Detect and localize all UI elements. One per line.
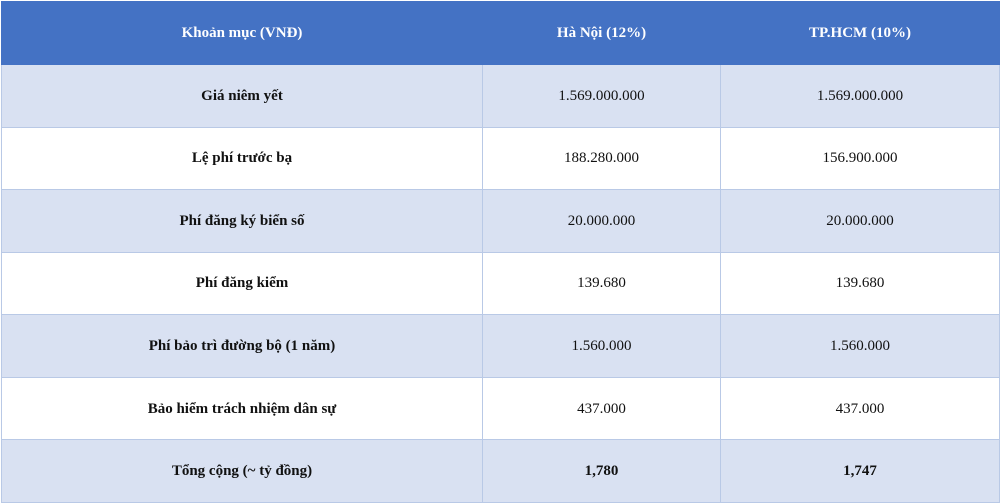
cell-hcm: 1.569.000.000 xyxy=(720,64,1000,128)
cell-hanoi: 139.680 xyxy=(482,251,721,316)
table-row: Giá niêm yết 1.569.000.000 1.569.000.000 xyxy=(1,64,1000,128)
cell-hcm: 156.900.000 xyxy=(720,126,1000,191)
cell-hanoi: 1.569.000.000 xyxy=(482,64,721,128)
total-label: Tổng cộng (~ tỷ đồng) xyxy=(1,439,483,503)
cell-hcm: 437.000 xyxy=(720,376,1000,441)
header-hanoi: Hà Nội (12%) xyxy=(482,1,721,65)
cell-hcm: 139.680 xyxy=(720,251,1000,316)
cell-hcm: 1.560.000 xyxy=(720,314,1000,378)
cell-hanoi: 188.280.000 xyxy=(482,126,721,191)
total-hanoi: 1,780 xyxy=(482,439,721,503)
cell-hcm: 20.000.000 xyxy=(720,189,1000,253)
cell-hanoi: 1.560.000 xyxy=(482,314,721,378)
header-hcm: TP.HCM (10%) xyxy=(720,1,1000,65)
table-row: Lệ phí trước bạ 188.280.000 156.900.000 xyxy=(1,126,1000,191)
row-label: Lệ phí trước bạ xyxy=(1,126,483,191)
cell-hanoi: 437.000 xyxy=(482,376,721,441)
row-label: Phí đăng ký biển số xyxy=(1,189,483,253)
row-label: Phí đăng kiểm xyxy=(1,251,483,316)
table-row: Phí bảo trì đường bộ (1 năm) 1.560.000 1… xyxy=(1,314,1000,378)
header-item: Khoản mục (VNĐ) xyxy=(1,1,483,65)
cell-hanoi: 20.000.000 xyxy=(482,189,721,253)
row-label: Bảo hiểm trách nhiệm dân sự xyxy=(1,376,483,441)
table-row: Phí đăng ký biển số 20.000.000 20.000.00… xyxy=(1,189,1000,253)
table-header-row: Khoản mục (VNĐ) Hà Nội (12%) TP.HCM (10%… xyxy=(1,1,1000,65)
table-row: Phí đăng kiểm 139.680 139.680 xyxy=(1,251,1000,316)
table-row: Bảo hiểm trách nhiệm dân sự 437.000 437.… xyxy=(1,376,1000,441)
total-row: Tổng cộng (~ tỷ đồng) 1,780 1,747 xyxy=(1,439,1000,503)
total-hcm: 1,747 xyxy=(720,439,1000,503)
row-label: Giá niêm yết xyxy=(1,64,483,128)
row-label: Phí bảo trì đường bộ (1 năm) xyxy=(1,314,483,378)
